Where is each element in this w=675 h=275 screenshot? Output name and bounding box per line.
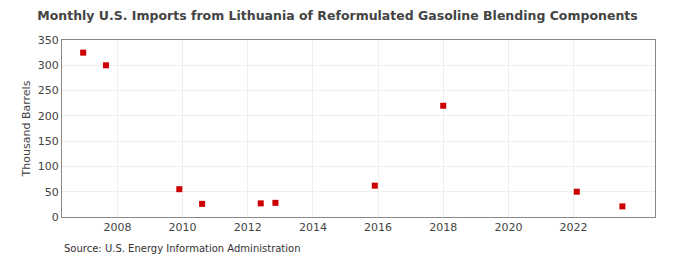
svg-text:2016: 2016 bbox=[364, 221, 392, 234]
svg-text:300: 300 bbox=[38, 59, 59, 72]
svg-text:50: 50 bbox=[45, 186, 59, 199]
svg-text:2008: 2008 bbox=[103, 221, 131, 234]
svg-text:0: 0 bbox=[52, 211, 59, 224]
svg-text:150: 150 bbox=[38, 135, 59, 148]
svg-text:250: 250 bbox=[38, 84, 59, 97]
svg-text:2012: 2012 bbox=[234, 221, 262, 234]
svg-text:2020: 2020 bbox=[494, 221, 522, 234]
svg-text:2022: 2022 bbox=[560, 221, 588, 234]
svg-text:2018: 2018 bbox=[429, 221, 457, 234]
svg-text:Source: U.S. Energy Informatio: Source: U.S. Energy Information Administ… bbox=[64, 243, 301, 254]
svg-text:Thousand Barrels: Thousand Barrels bbox=[20, 80, 33, 177]
svg-text:350: 350 bbox=[38, 34, 59, 47]
svg-text:100: 100 bbox=[38, 160, 59, 173]
svg-text:2014: 2014 bbox=[299, 221, 327, 234]
svg-text:200: 200 bbox=[38, 110, 59, 123]
svg-text:2010: 2010 bbox=[169, 221, 197, 234]
svg-text:Monthly U.S. Imports from Lith: Monthly U.S. Imports from Lithuania of R… bbox=[37, 8, 637, 23]
